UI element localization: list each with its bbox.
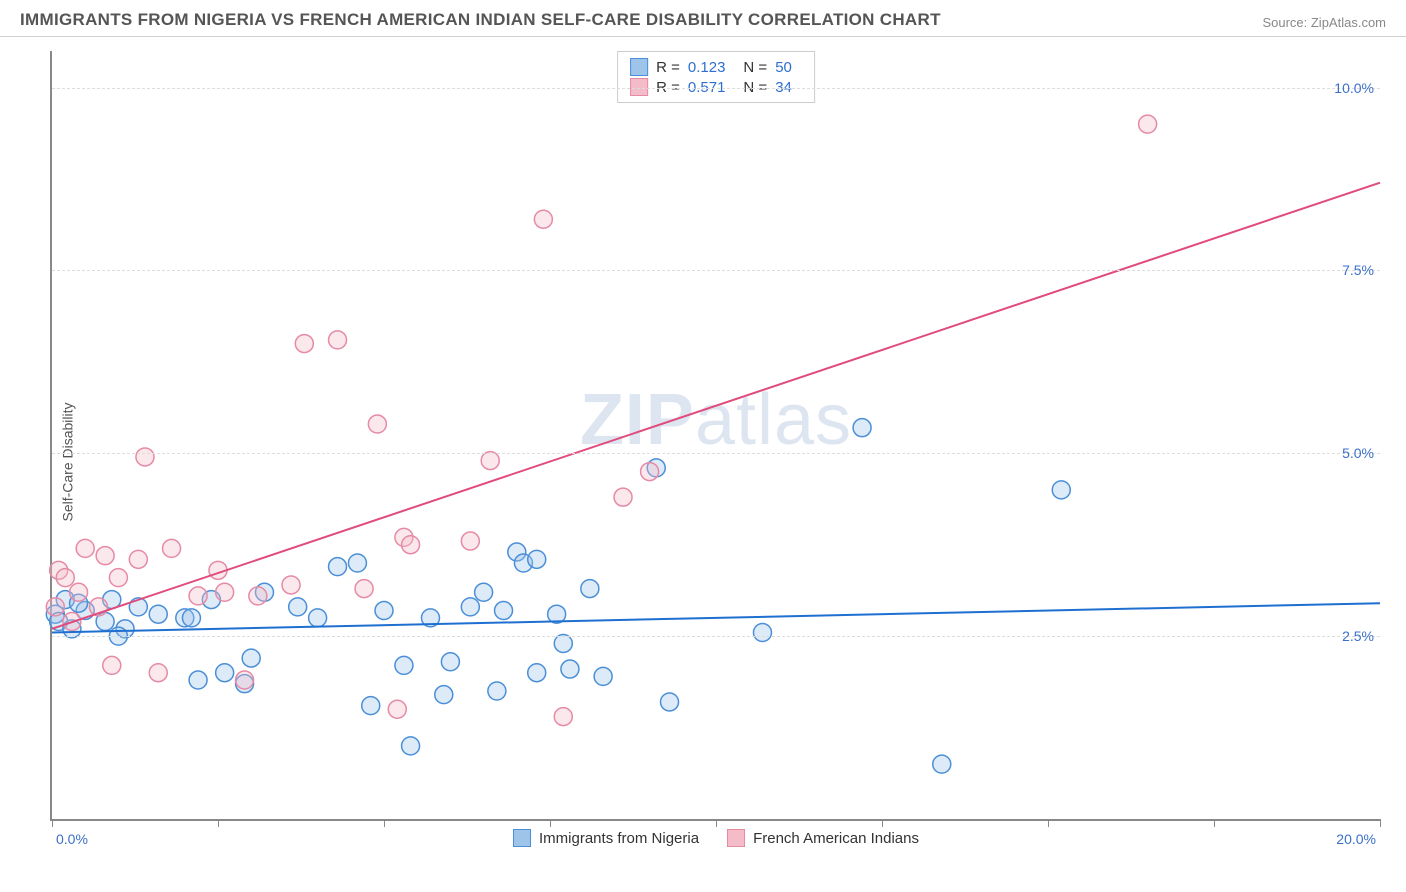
- data-point-french: [641, 463, 659, 481]
- x-max-label: 20.0%: [1336, 831, 1376, 847]
- x-tick: [218, 819, 219, 827]
- regression-line-french: [52, 183, 1380, 629]
- data-point-french: [129, 550, 147, 568]
- x-tick: [716, 819, 717, 827]
- x-min-label: 0.0%: [56, 831, 88, 847]
- legend-item-nigeria: Immigrants from Nigeria: [513, 829, 699, 847]
- data-point-nigeria: [216, 664, 234, 682]
- data-point-nigeria: [375, 602, 393, 620]
- data-point-nigeria: [528, 550, 546, 568]
- legend-label-french: French American Indians: [753, 830, 919, 847]
- data-point-nigeria: [441, 653, 459, 671]
- data-point-nigeria: [149, 605, 167, 623]
- data-point-french: [163, 539, 181, 557]
- data-point-french: [249, 587, 267, 605]
- data-point-french: [554, 708, 572, 726]
- data-point-nigeria: [435, 686, 453, 704]
- swatch-french-icon: [727, 829, 745, 847]
- x-tick: [882, 819, 883, 827]
- data-point-nigeria: [402, 737, 420, 755]
- data-point-french: [295, 335, 313, 353]
- data-point-french: [1139, 115, 1157, 133]
- data-point-french: [534, 210, 552, 228]
- regression-line-nigeria: [52, 603, 1380, 632]
- gridline-h: [52, 453, 1380, 454]
- data-point-nigeria: [242, 649, 260, 667]
- data-point-french: [76, 539, 94, 557]
- data-point-french: [614, 488, 632, 506]
- plot-svg: [52, 51, 1380, 819]
- data-point-nigeria: [461, 598, 479, 616]
- data-point-nigeria: [189, 671, 207, 689]
- data-point-nigeria: [348, 554, 366, 572]
- data-point-french: [103, 656, 121, 674]
- plot-region: R = 0.123 N = 50 R = 0.571 N = 34 ZIPatl…: [50, 51, 1380, 821]
- data-point-french: [368, 415, 386, 433]
- data-point-french: [355, 580, 373, 598]
- data-point-french: [109, 569, 127, 587]
- data-point-nigeria: [661, 693, 679, 711]
- gridline-h: [52, 636, 1380, 637]
- y-tick-label: 2.5%: [1342, 628, 1374, 644]
- x-tick: [1214, 819, 1215, 827]
- data-point-nigeria: [554, 634, 572, 652]
- data-point-nigeria: [362, 697, 380, 715]
- data-point-nigeria: [933, 755, 951, 773]
- series-legend: Immigrants from Nigeria French American …: [513, 829, 919, 847]
- data-point-nigeria: [495, 602, 513, 620]
- y-tick-label: 7.5%: [1342, 262, 1374, 278]
- data-point-nigeria: [488, 682, 506, 700]
- x-tick: [52, 819, 53, 827]
- data-point-nigeria: [182, 609, 200, 627]
- swatch-nigeria-icon: [513, 829, 531, 847]
- chart-source: Source: ZipAtlas.com: [1262, 15, 1386, 30]
- x-tick: [1048, 819, 1049, 827]
- x-tick: [384, 819, 385, 827]
- data-point-nigeria: [853, 419, 871, 437]
- data-point-french: [329, 331, 347, 349]
- chart-area: Self-Care Disability R = 0.123 N = 50 R …: [0, 37, 1406, 887]
- data-point-french: [236, 671, 254, 689]
- gridline-h: [52, 88, 1380, 89]
- data-point-nigeria: [289, 598, 307, 616]
- data-point-nigeria: [475, 583, 493, 601]
- data-point-nigeria: [1052, 481, 1070, 499]
- y-tick-label: 10.0%: [1334, 80, 1374, 96]
- data-point-french: [388, 700, 406, 718]
- data-point-french: [136, 448, 154, 466]
- data-point-french: [402, 536, 420, 554]
- data-point-french: [481, 452, 499, 470]
- data-point-french: [70, 583, 88, 601]
- data-point-french: [189, 587, 207, 605]
- y-tick-label: 5.0%: [1342, 445, 1374, 461]
- data-point-nigeria: [561, 660, 579, 678]
- data-point-nigeria: [581, 580, 599, 598]
- data-point-nigeria: [395, 656, 413, 674]
- data-point-french: [282, 576, 300, 594]
- x-tick: [550, 819, 551, 827]
- data-point-french: [461, 532, 479, 550]
- chart-header: IMMIGRANTS FROM NIGERIA VS FRENCH AMERIC…: [0, 0, 1406, 37]
- data-point-nigeria: [528, 664, 546, 682]
- data-point-nigeria: [329, 558, 347, 576]
- data-point-french: [96, 547, 114, 565]
- data-point-nigeria: [753, 623, 771, 641]
- data-point-nigeria: [309, 609, 327, 627]
- data-point-french: [56, 569, 74, 587]
- x-tick: [1380, 819, 1381, 827]
- data-point-french: [149, 664, 167, 682]
- legend-item-french: French American Indians: [727, 829, 919, 847]
- data-point-nigeria: [594, 667, 612, 685]
- legend-label-nigeria: Immigrants from Nigeria: [539, 830, 699, 847]
- chart-title: IMMIGRANTS FROM NIGERIA VS FRENCH AMERIC…: [20, 10, 941, 30]
- data-point-french: [216, 583, 234, 601]
- gridline-h: [52, 270, 1380, 271]
- data-point-french: [46, 598, 64, 616]
